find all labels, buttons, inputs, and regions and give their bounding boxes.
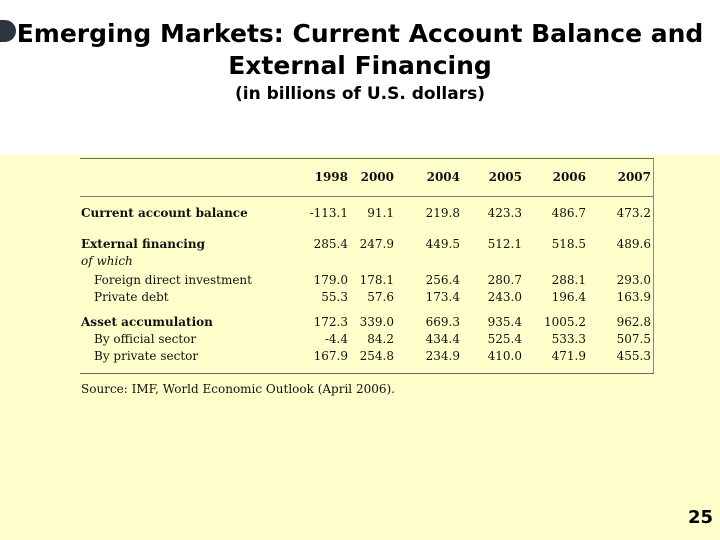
table-cell: 288.1 [551, 273, 586, 287]
year-header: 2007 [617, 170, 651, 184]
table-cell: 339.0 [359, 315, 394, 329]
table-row: By official sector -4.4 84.2 434.4 525.4… [80, 331, 653, 347]
table-cell: 256.4 [425, 273, 460, 287]
table-cell: 219.8 [425, 206, 460, 220]
table-cell: 243.0 [487, 290, 522, 304]
table-cell: 471.9 [551, 349, 586, 363]
year-header: 2000 [360, 170, 394, 184]
table-row: Private debt 55.3 57.6 173.4 243.0 196.4… [80, 289, 653, 305]
table-cell: 1005.2 [544, 315, 586, 329]
data-table: 1998 2000 2004 2005 2006 2007 Current ac… [80, 158, 654, 374]
year-header: 2004 [426, 170, 460, 184]
year-header: 2005 [488, 170, 522, 184]
slide-subtitle: (in billions of U.S. dollars) [234, 84, 486, 104]
table-cell: 285.4 [313, 237, 348, 251]
table-cell: 167.9 [313, 349, 348, 363]
table-cell: 173.4 [425, 290, 460, 304]
row-label: By official sector [94, 332, 197, 346]
row-label: Asset accumulation [81, 315, 213, 329]
table-cell: 935.4 [487, 315, 522, 329]
table-cell: 293.0 [616, 273, 651, 287]
table-row: By private sector 167.9 254.8 234.9 410.… [80, 348, 653, 364]
table-cell: 518.5 [551, 237, 586, 251]
table-cell: 91.1 [367, 206, 394, 220]
table-row: Asset accumulation 172.3 339.0 669.3 935… [80, 314, 653, 330]
table-cell: 84.2 [367, 332, 394, 346]
table-cell: 455.3 [616, 349, 651, 363]
slide-title: Emerging Markets: Current Account Balanc… [0, 18, 720, 82]
row-label: Private debt [94, 290, 169, 304]
table-cell: 434.4 [425, 332, 460, 346]
table-row: of which [80, 253, 653, 269]
title-line-2: External Financing [228, 51, 492, 80]
source-note: Source: IMF, World Economic Outlook (Apr… [81, 382, 395, 396]
table-cell: 486.7 [551, 206, 586, 220]
row-label: Foreign direct investment [94, 273, 252, 287]
page-number: 25 [687, 507, 713, 528]
table-cell: 196.4 [551, 290, 586, 304]
table-cell: 254.8 [359, 349, 394, 363]
table-cell: 533.3 [551, 332, 586, 346]
table-cell: 423.3 [487, 206, 522, 220]
table-cell: 55.3 [321, 290, 348, 304]
table-row: Current account balance -113.1 91.1 219.… [80, 205, 653, 221]
table-cell: 962.8 [616, 315, 651, 329]
table-cell: 280.7 [487, 273, 522, 287]
table-cell: 525.4 [487, 332, 522, 346]
year-header: 1998 [314, 170, 348, 184]
slide-header [0, 0, 720, 155]
table-cell: -113.1 [309, 206, 348, 220]
table-cell: 507.5 [616, 332, 651, 346]
header-divider [80, 196, 653, 197]
year-header: 2006 [552, 170, 586, 184]
table-row: External financing 285.4 247.9 449.5 512… [80, 236, 653, 252]
table-cell: 179.0 [313, 273, 348, 287]
row-label: By private sector [94, 349, 199, 363]
table-cell: 163.9 [616, 290, 651, 304]
title-line-1: Emerging Markets: Current Account Balanc… [16, 19, 704, 48]
table-cell: 512.1 [487, 237, 522, 251]
table-cell: -4.4 [324, 332, 348, 346]
row-label: of which [81, 254, 133, 268]
table-cell: 410.0 [487, 349, 522, 363]
table-cell: 172.3 [313, 315, 348, 329]
table-cell: 57.6 [367, 290, 394, 304]
logo-icon [0, 20, 16, 42]
table-cell: 247.9 [359, 237, 394, 251]
table-header-row: 1998 2000 2004 2005 2006 2007 [80, 169, 653, 185]
table-row: Foreign direct investment 179.0 178.1 25… [80, 272, 653, 288]
table-cell: 234.9 [425, 349, 460, 363]
table-cell: 669.3 [425, 315, 460, 329]
table-cell: 178.1 [359, 273, 394, 287]
table-cell: 489.6 [616, 237, 651, 251]
row-label: Current account balance [81, 206, 248, 220]
table-cell: 449.5 [425, 237, 460, 251]
table-cell: 473.2 [616, 206, 651, 220]
row-label: External financing [81, 237, 205, 251]
